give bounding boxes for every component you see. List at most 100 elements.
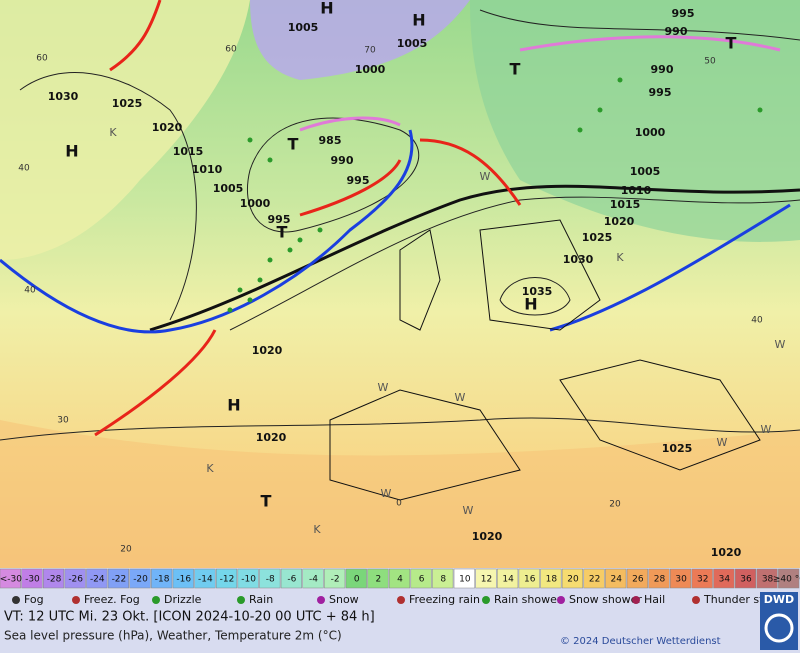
rain-symbol: [267, 157, 273, 163]
scale-cell: [215, 568, 238, 589]
scale-cell: [540, 568, 562, 589]
pressure-center: T: [261, 492, 272, 511]
copyright: © 2024 Deutscher Wetterdienst: [560, 636, 721, 647]
legend-label: Rain shower: [494, 593, 562, 606]
pressure-label: 990: [331, 154, 354, 167]
scale-label: 14: [502, 575, 514, 585]
pressure-label: 1030: [563, 253, 594, 266]
rain-symbol: [287, 247, 293, 253]
temperature-label: 40: [24, 286, 36, 296]
pressure-label: 1015: [610, 198, 641, 211]
legend-label: Drizzle: [164, 593, 202, 606]
pressure-center: H: [524, 295, 537, 314]
temperature-label: 60: [36, 54, 48, 64]
rain-symbol: [267, 257, 273, 263]
legend-label: Rain: [249, 593, 273, 606]
pressure-center: H: [65, 142, 78, 161]
scale-label: 18: [546, 575, 558, 585]
pressure-label: 1020: [252, 344, 283, 357]
scale-cell: [367, 568, 389, 589]
pressure-label: 1025: [662, 442, 693, 455]
valid-time: VT: 12 UTC Mi. 23 Okt. [ICON 2024-10-20 …: [4, 610, 375, 625]
temperature-label: 60: [225, 45, 237, 55]
occluded-front: [299, 35, 781, 132]
temperature-label: 40: [18, 164, 30, 174]
scale-cell: [388, 568, 411, 589]
pressure-center: T: [726, 34, 737, 53]
weather-letter: W: [455, 391, 466, 404]
cold-zone: [250, 0, 470, 80]
scale-label: 8: [440, 575, 446, 585]
legend-icon: [317, 596, 325, 604]
temperature-label: 0: [396, 499, 402, 509]
scale-label: -18: [155, 575, 170, 585]
scale-label: 20: [567, 575, 579, 585]
pressure-label: 1000: [355, 63, 386, 76]
legend-icon: [482, 596, 490, 604]
weather-letter: W: [761, 423, 772, 436]
pressure-label: 1025: [112, 97, 143, 110]
scale-cell: [42, 568, 65, 589]
pressure-label: 1020: [152, 121, 183, 134]
pressure-label: 1000: [240, 197, 271, 210]
legend-icon: [152, 596, 160, 604]
scale-cell: [756, 568, 778, 589]
weather-legend: Fog Freez. Fog Drizzle Rain Snow Freezing rai…: [12, 593, 785, 606]
scale-label: -26: [68, 575, 83, 585]
cold-front: [0, 129, 414, 334]
scale-cell: [583, 568, 605, 589]
pressure-label: 1020: [256, 431, 287, 444]
scale-cell: [194, 568, 216, 589]
scale-cell: [280, 568, 302, 589]
description: Sea level pressure (hPa), Weather, Tempe…: [4, 629, 342, 643]
pressure-center: H: [320, 0, 333, 18]
scale-cell: [734, 568, 757, 589]
scale-cell: [626, 568, 648, 589]
map: [0, 0, 800, 568]
scale-cell: [497, 568, 519, 589]
scale-cell: [453, 568, 475, 589]
scale-cell: [648, 568, 670, 589]
scale-cell: [670, 568, 692, 589]
rain-symbol: [237, 287, 243, 293]
rain-symbol: [227, 307, 233, 313]
scale-label: 0: [354, 575, 360, 585]
logo-emblem: [764, 613, 794, 643]
scale-label: 28: [654, 575, 666, 585]
temperature-label: 50: [704, 57, 716, 67]
pressure-center: T: [277, 223, 288, 242]
scale-cell: [691, 568, 713, 589]
scale-label: -24: [90, 575, 105, 585]
legend-icon: [237, 596, 245, 604]
rain-symbol: [317, 227, 323, 233]
legend-icon: [397, 596, 405, 604]
pressure-label: 995: [347, 174, 370, 187]
pressure-label: 995: [268, 213, 291, 226]
pressure-label: 1020: [472, 530, 503, 543]
pressure-label: 995: [649, 86, 672, 99]
scale-cell: [475, 568, 497, 589]
map-labels: 1005100510009959909909951000100510101015…: [18, 0, 785, 559]
scale-cell: [151, 568, 173, 589]
legend-icon: [72, 596, 80, 604]
pressure-label: 1035: [522, 285, 553, 298]
scale-label: 36: [740, 575, 752, 585]
temperature-label: 40: [751, 316, 763, 326]
hot-zone: [0, 420, 800, 568]
weather-letter: W: [775, 338, 786, 351]
scale-label: 24: [610, 575, 622, 585]
scale-label: -10: [241, 575, 256, 585]
rain-symbol: [247, 297, 253, 303]
scale-cell: [237, 568, 259, 589]
legend-label: Hail: [644, 593, 665, 606]
logo-text: DWD: [764, 593, 794, 606]
scale-label: 4: [397, 575, 403, 585]
pressure-center: H: [412, 11, 425, 30]
legend-label: Fog: [24, 593, 44, 606]
scale-cell: [324, 568, 346, 589]
scale-label: 22: [589, 575, 600, 585]
scale-label: 6: [419, 575, 425, 585]
weather-letter: W: [378, 381, 389, 394]
weather-letter: W: [381, 487, 392, 500]
scale-cell: [129, 568, 151, 589]
